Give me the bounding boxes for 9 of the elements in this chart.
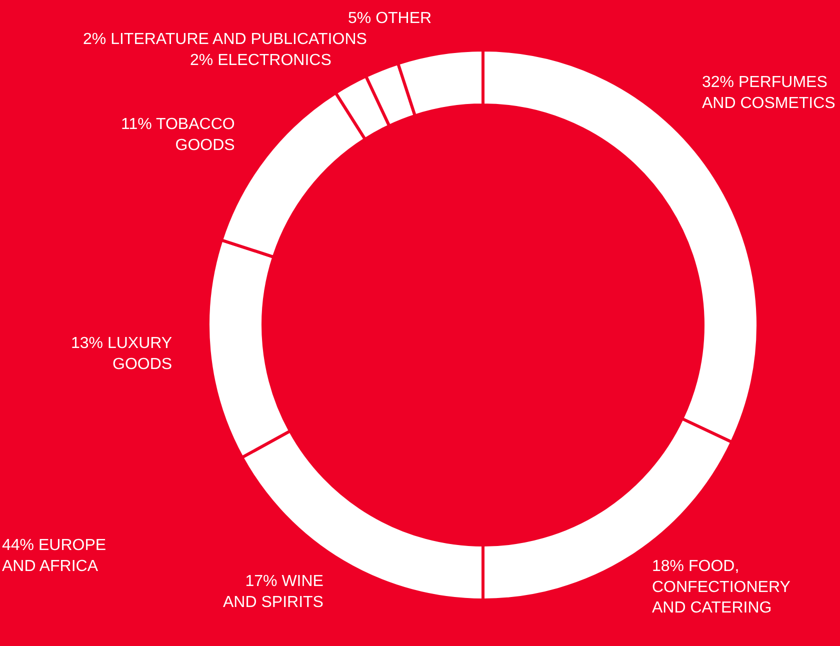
slice-label: 2% LITERATURE AND PUBLICATIONS bbox=[83, 31, 367, 48]
slice-label: 17% WINE AND SPIRITS bbox=[223, 573, 324, 611]
slice-label: 32% PERFUMES AND COSMETICS bbox=[702, 74, 836, 112]
text: 44% EUROPE AND AFRICA bbox=[2, 537, 106, 575]
slice-label: 5% OTHER bbox=[348, 10, 432, 27]
slice-label: 13% LUXURY GOODS bbox=[71, 335, 172, 373]
slice-label: 11% TOBACCO GOODS bbox=[121, 116, 235, 154]
slice-label: 18% FOOD, CONFECTIONERY AND CATERING bbox=[652, 558, 791, 617]
slice-label: 2% ELECTRONICS bbox=[190, 52, 332, 69]
